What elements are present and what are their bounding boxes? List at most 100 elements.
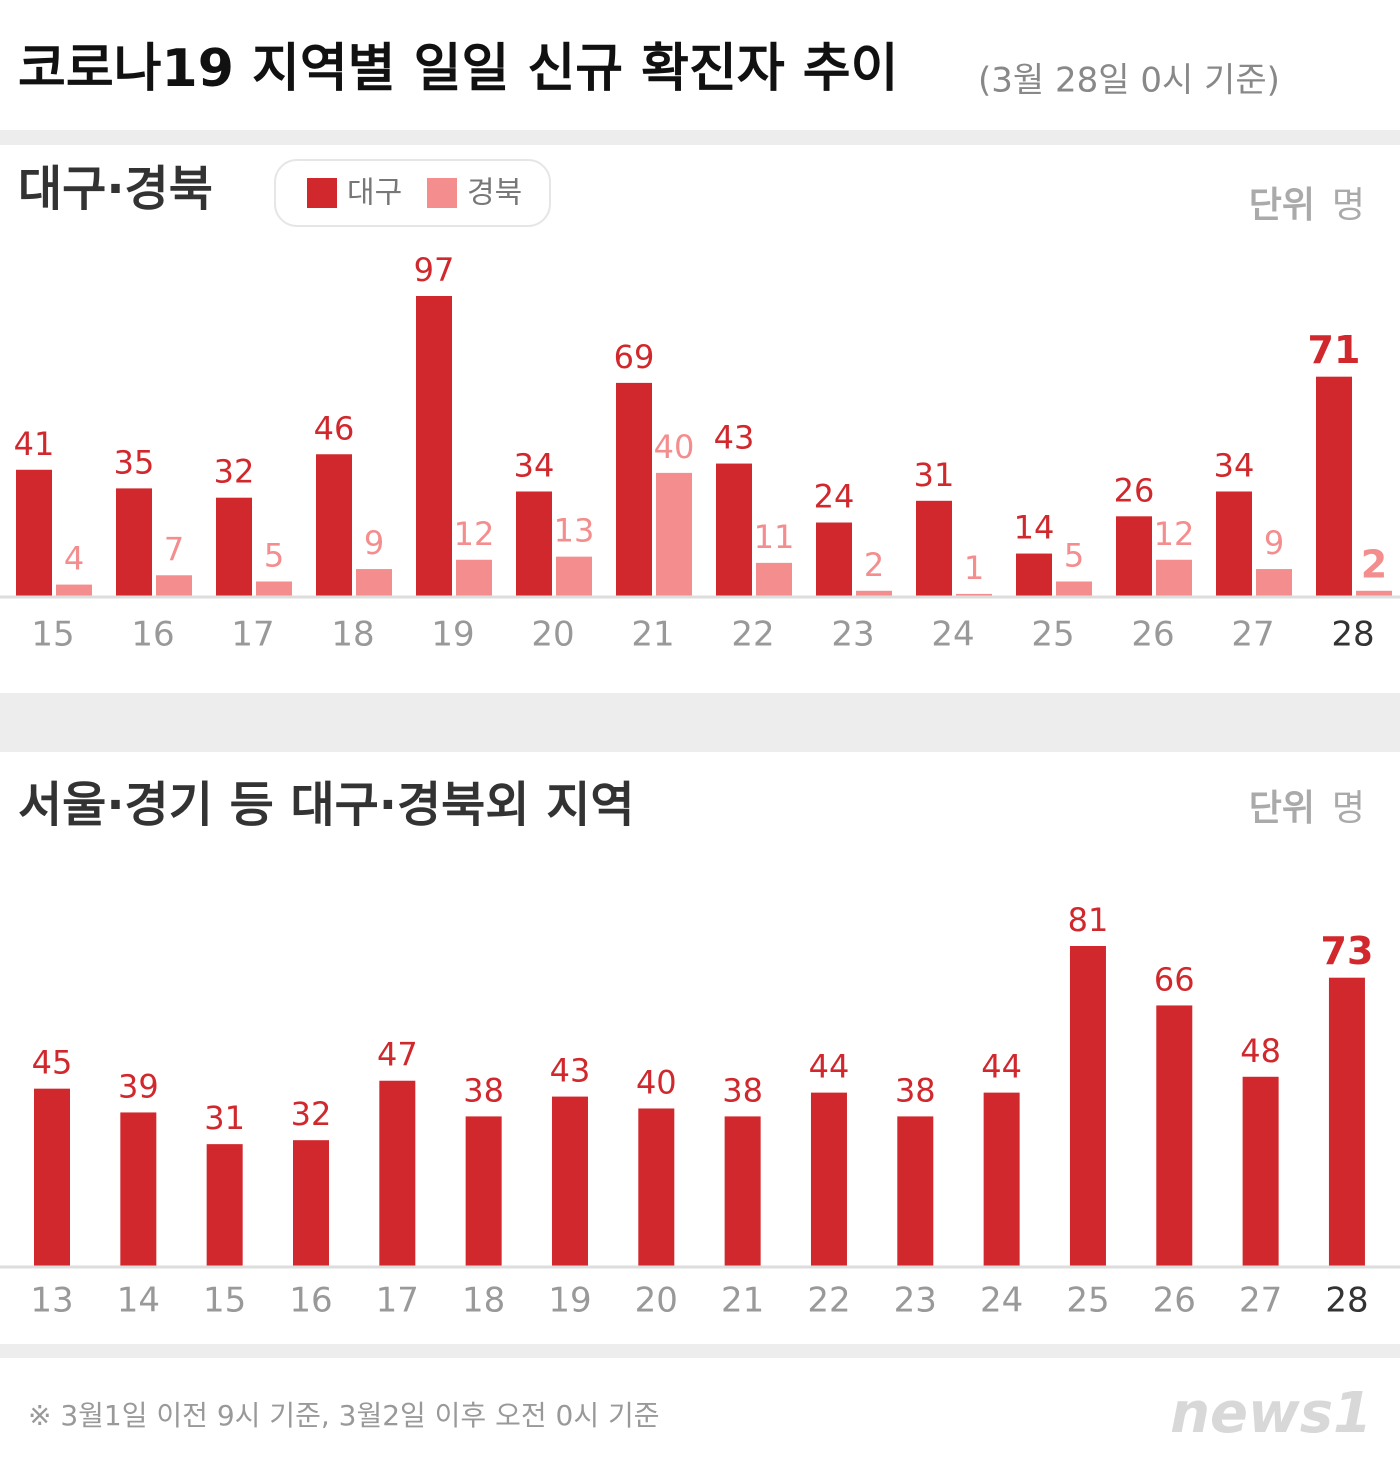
value-label: 40 [636, 1063, 677, 1101]
bar [1242, 1076, 1279, 1267]
value-label: 5 [264, 536, 284, 574]
x-tick-label: 28 [1325, 1281, 1368, 1321]
bar [556, 556, 592, 597]
value-label: 12 [1154, 515, 1195, 553]
bar [156, 575, 192, 597]
value-label: 66 [1154, 960, 1195, 998]
bar [716, 463, 752, 597]
bar [356, 569, 392, 597]
x-tick-label: 16 [289, 1281, 332, 1321]
bar [16, 469, 52, 597]
x-tick-label: 24 [980, 1281, 1023, 1321]
x-tick-label: 21 [721, 1281, 764, 1321]
bar [856, 590, 892, 597]
x-tick-label: 26 [1131, 615, 1174, 655]
x-tick-label: 15 [203, 1281, 246, 1321]
x-tick-label: 18 [462, 1281, 505, 1321]
legend-swatch [307, 178, 337, 208]
x-tick-label: 27 [1231, 615, 1274, 655]
bar [724, 1116, 761, 1267]
bar [897, 1116, 934, 1267]
subtitle: (3월 28일 0시 기준) [978, 61, 1280, 101]
value-label: 2 [1361, 542, 1387, 586]
bar [256, 581, 292, 597]
value-label: 46 [314, 409, 355, 447]
bar [216, 497, 252, 597]
value-label: 81 [1068, 901, 1109, 939]
bar [1116, 516, 1152, 597]
value-label: 38 [895, 1071, 936, 1109]
bar [1056, 581, 1092, 597]
x-tick-label: 15 [31, 615, 74, 655]
bar [1016, 553, 1052, 597]
bar [1156, 1005, 1193, 1267]
value-label: 1 [964, 549, 984, 587]
x-tick-label: 23 [894, 1281, 937, 1321]
bar [1069, 946, 1106, 1267]
x-tick-label: 24 [931, 615, 974, 655]
legend-label: 대구 [347, 176, 402, 211]
value-label: 43 [550, 1052, 591, 1090]
bar [810, 1092, 847, 1267]
bar [1156, 559, 1192, 597]
panel-1 [0, 145, 1400, 693]
bar [116, 488, 152, 597]
legend-label: 경북 [467, 176, 522, 211]
value-label: 38 [722, 1071, 763, 1109]
x-tick-label: 27 [1239, 1281, 1282, 1321]
x-tick-label: 19 [431, 615, 474, 655]
bar [656, 472, 692, 597]
value-label: 9 [364, 524, 384, 562]
value-label: 24 [814, 478, 855, 516]
bar [34, 1088, 70, 1267]
value-label: 7 [164, 530, 184, 568]
value-label: 5 [1064, 536, 1084, 574]
value-label: 32 [214, 453, 255, 491]
value-label: 39 [118, 1067, 159, 1105]
value-label: 73 [1321, 929, 1374, 973]
bar [316, 454, 352, 597]
bar [1356, 590, 1392, 597]
x-tick-label: 22 [731, 615, 774, 655]
value-label: 41 [14, 425, 55, 463]
bar [120, 1112, 157, 1267]
value-label: 26 [1114, 471, 1155, 509]
bar [756, 562, 792, 597]
value-label: 45 [32, 1044, 73, 1082]
value-label: 38 [463, 1071, 504, 1109]
legend-box [274, 159, 551, 227]
value-label: 35 [114, 443, 155, 481]
bar [1256, 569, 1292, 597]
logo: news1 [1170, 1381, 1372, 1446]
chart-title: 대구·경북 [18, 161, 213, 217]
bar [206, 1144, 243, 1267]
bar [983, 1092, 1020, 1267]
value-label: 9 [1264, 524, 1284, 562]
bar [551, 1096, 588, 1267]
value-label: 97 [414, 251, 455, 289]
value-label: 31 [204, 1099, 245, 1137]
chart-title: 서울·경기 등 대구·경북외 지역 [18, 777, 635, 833]
bar [516, 491, 552, 597]
value-label: 71 [1308, 328, 1361, 372]
value-label: 14 [1014, 509, 1055, 547]
value-label: 44 [809, 1048, 850, 1086]
bar [1216, 491, 1252, 597]
x-tick-label: 25 [1031, 615, 1074, 655]
unit: 단위 [1249, 788, 1315, 829]
x-tick-label: 20 [531, 615, 574, 655]
x-tick-label: 28 [1331, 615, 1374, 655]
value-label: 48 [1240, 1032, 1281, 1070]
footer-panel [0, 1358, 1400, 1473]
x-tick-label: 19 [548, 1281, 591, 1321]
bar [616, 382, 652, 597]
value-label: 32 [291, 1095, 332, 1133]
value-label: 2 [864, 546, 884, 584]
bar [816, 522, 852, 597]
x-tick-label: 26 [1153, 1281, 1196, 1321]
unit-label: 명 [1332, 185, 1365, 226]
value-label: 11 [754, 518, 795, 556]
bar [379, 1080, 416, 1267]
value-label: 43 [714, 419, 755, 457]
